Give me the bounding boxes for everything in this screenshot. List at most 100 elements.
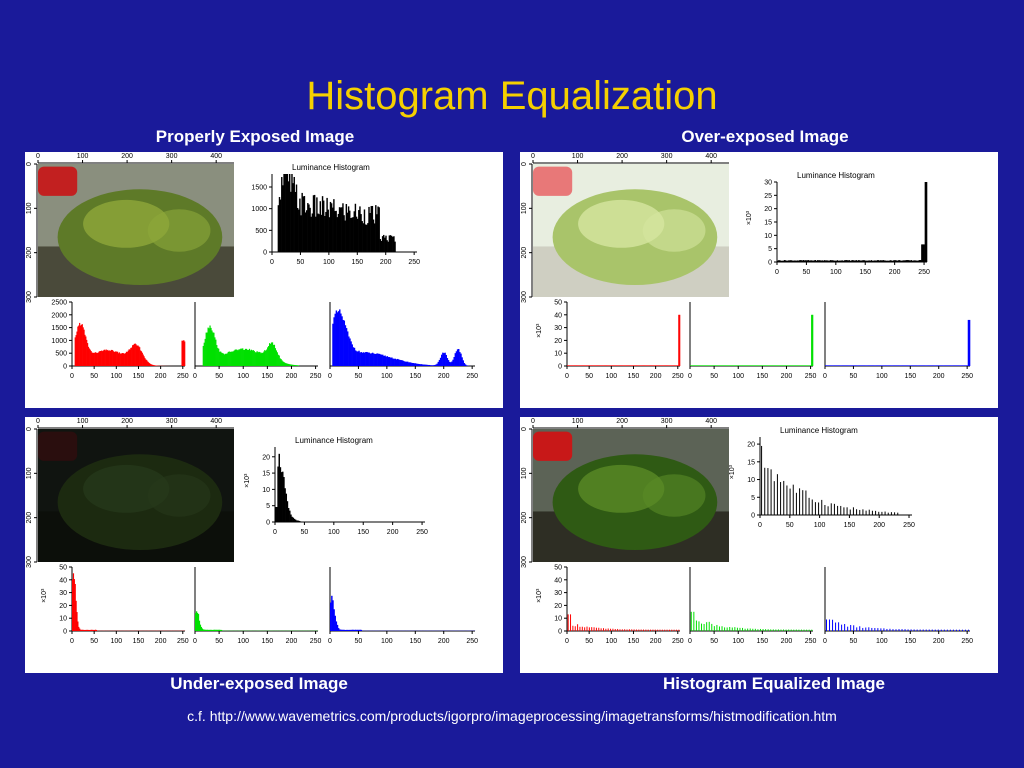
histogram-bar: [110, 349, 113, 366]
histogram-bar: [444, 352, 446, 366]
x-tick-label: 50: [850, 638, 858, 645]
histogram-bar: [701, 365, 703, 366]
histogram-bar: [923, 244, 925, 262]
histogram-bar: [892, 365, 895, 366]
histogram-plot: 0 50 100 150 200 250 0 500 1000 1500: [251, 174, 420, 266]
image-y-tick-label: 0: [26, 162, 33, 166]
image-y-tick-label: 100: [26, 202, 33, 214]
histogram-plot: 0 50 100 150 200 250: [328, 302, 478, 380]
histogram-bar: [205, 332, 207, 366]
x-tick-label: 100: [110, 638, 122, 645]
histogram-bar: [349, 338, 351, 366]
histogram-bar: [391, 357, 393, 366]
histogram-bar: [360, 214, 362, 252]
histogram-bar: [289, 510, 291, 522]
histogram-bar: [407, 361, 409, 366]
histogram-plot: 0 50 100 150 200 250: [328, 567, 478, 645]
x-tick-label: 0: [273, 529, 277, 536]
histogram-bar: [808, 365, 810, 366]
histogram-bar: [228, 351, 230, 366]
histogram-bar: [781, 260, 784, 262]
histogram-bar: [375, 205, 377, 252]
y-tick-label: 10: [554, 616, 562, 623]
histogram-bar: [769, 365, 772, 366]
y-scale-label: ×10³: [536, 588, 543, 603]
histogram-bar: [592, 365, 594, 366]
histogram-bar: [898, 260, 901, 262]
histogram-bar: [855, 260, 857, 262]
histogram-bar: [276, 352, 278, 366]
histogram-bar: [588, 365, 590, 366]
histogram-bar: [290, 191, 292, 252]
x-tick-label: 50: [90, 373, 98, 380]
x-tick-label: 200: [781, 373, 793, 380]
histogram-bar: [215, 339, 217, 366]
histogram-bar: [887, 260, 889, 262]
histogram-bar: [332, 207, 334, 252]
histogram-bar: [312, 195, 315, 252]
histogram-bar: [773, 365, 775, 366]
histogram-bar: [795, 260, 798, 262]
x-tick-label: 0: [565, 638, 569, 645]
histogram-bar: [622, 365, 624, 366]
histogram-bar: [896, 260, 899, 262]
histogram-bar: [334, 313, 336, 366]
histogram-bar: [78, 325, 80, 366]
histogram-bar: [333, 609, 335, 631]
histogram-bar: [642, 365, 645, 366]
histogram-bar: [878, 260, 881, 262]
x-tick-label: 150: [262, 373, 274, 380]
image-bush-highlight: [642, 474, 706, 517]
histogram-bar: [748, 365, 750, 366]
x-tick-label: 100: [814, 522, 826, 529]
histogram-bar: [571, 365, 573, 366]
histogram-bar: [723, 365, 725, 366]
histogram-bar: [718, 365, 721, 366]
histogram-bar: [888, 365, 890, 366]
histogram-bar: [728, 365, 730, 366]
histogram-bar: [198, 620, 201, 631]
histogram-bar: [924, 365, 927, 366]
histogram-bar: [379, 239, 382, 252]
histogram-bar: [436, 363, 438, 366]
histogram-bar: [73, 579, 75, 631]
histogram-bar: [780, 365, 782, 366]
histogram-bar: [848, 365, 851, 366]
histogram-bar: [955, 365, 957, 366]
histogram-bar: [331, 595, 333, 631]
histogram-bar: [829, 260, 832, 262]
histogram-bar: [833, 260, 835, 262]
histogram-bar: [140, 351, 143, 366]
histogram-bar: [932, 365, 935, 366]
histogram-bar: [786, 365, 788, 366]
histogram-bar: [805, 365, 807, 366]
histogram-bar: [664, 365, 666, 366]
histogram-bar: [359, 352, 361, 366]
histogram-bar: [300, 215, 302, 252]
y-tick-label: 20: [554, 338, 562, 345]
histogram-bar: [85, 629, 87, 631]
histogram-bar: [96, 352, 98, 366]
histogram-bar: [966, 365, 969, 366]
histogram-bar: [919, 260, 922, 262]
histogram-bar: [794, 260, 797, 262]
histogram-bar: [900, 365, 903, 366]
histogram-bar: [286, 501, 289, 522]
histogram-bar: [438, 359, 441, 366]
histogram-bar: [601, 365, 603, 366]
image-axes: 0 100 200 300 400 0 100 200 300: [26, 418, 234, 568]
histogram-bar: [354, 350, 357, 366]
histogram-bar: [812, 260, 814, 262]
histogram-bar: [609, 365, 611, 366]
histogram-bar: [282, 185, 284, 252]
x-tick-label: 200: [286, 373, 298, 380]
histogram-bar: [149, 363, 151, 366]
histogram-bar: [883, 365, 886, 366]
histogram-bar: [346, 331, 349, 366]
image-bush-highlight: [147, 474, 211, 517]
histogram-bar: [618, 365, 620, 366]
histogram-bar: [429, 365, 432, 366]
x-tick-label: 100: [830, 269, 842, 276]
histogram-bar: [287, 181, 290, 252]
